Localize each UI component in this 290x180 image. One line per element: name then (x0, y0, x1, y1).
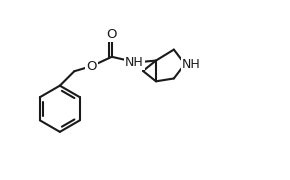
Text: NH: NH (125, 55, 144, 69)
Text: O: O (106, 28, 117, 41)
Text: NH: NH (182, 58, 201, 71)
Text: O: O (86, 60, 97, 73)
